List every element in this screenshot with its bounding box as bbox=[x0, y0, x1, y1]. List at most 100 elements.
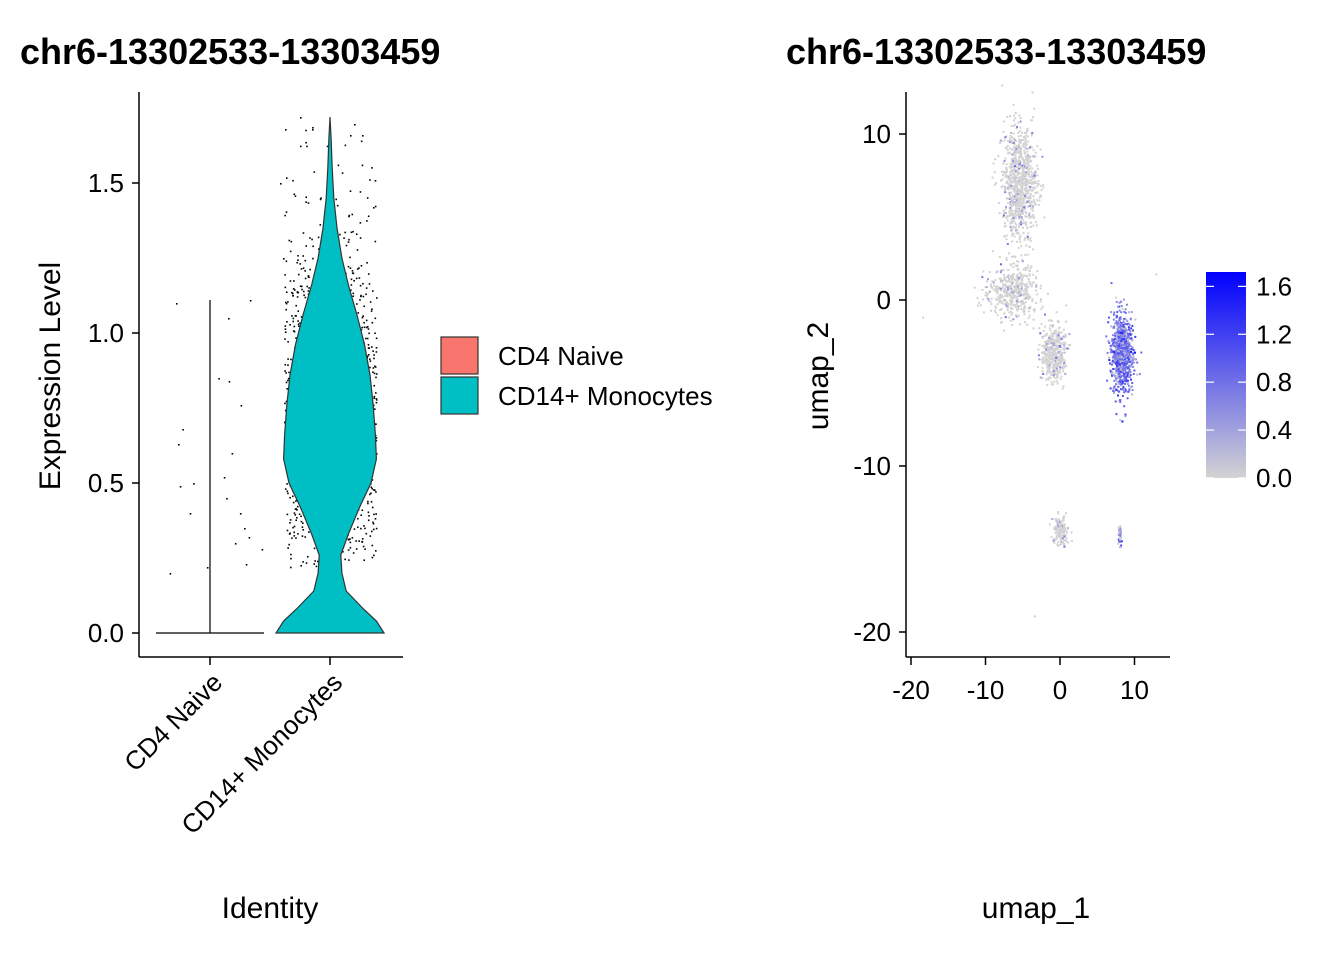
umap-point bbox=[1036, 293, 1039, 296]
umap-point bbox=[1056, 372, 1059, 375]
umap-point bbox=[1131, 346, 1134, 349]
umap-point bbox=[1022, 172, 1025, 175]
umap-point bbox=[1024, 142, 1027, 145]
umap-point bbox=[1109, 344, 1112, 347]
violin-point bbox=[367, 343, 370, 346]
umap-point bbox=[1047, 319, 1050, 322]
umap-point bbox=[1058, 369, 1061, 372]
umap-point bbox=[1120, 300, 1123, 303]
umap-point bbox=[1059, 378, 1062, 381]
umap-point bbox=[1002, 209, 1005, 212]
umap-point bbox=[1002, 299, 1005, 302]
umap-point bbox=[1111, 350, 1114, 353]
umap-point bbox=[1057, 532, 1060, 535]
umap-point bbox=[1038, 199, 1041, 202]
umap-point bbox=[1130, 337, 1133, 340]
umap-point bbox=[1020, 217, 1023, 220]
umap-point bbox=[1026, 153, 1029, 156]
violin-point bbox=[352, 230, 354, 233]
violin-point bbox=[363, 525, 365, 527]
violin-point bbox=[304, 259, 307, 262]
violin-point bbox=[292, 495, 294, 498]
umap-point bbox=[988, 271, 991, 274]
umap-point bbox=[1015, 231, 1018, 234]
umap-point bbox=[1123, 367, 1126, 370]
umap-point bbox=[1050, 345, 1053, 348]
violin-point bbox=[373, 207, 375, 209]
umap-point bbox=[1014, 151, 1017, 154]
umap-point bbox=[1009, 209, 1012, 212]
umap-point bbox=[1114, 372, 1117, 375]
umap-point bbox=[1016, 281, 1019, 283]
umap-point bbox=[1125, 332, 1128, 335]
umap-point bbox=[1017, 187, 1019, 190]
umap-point bbox=[1046, 362, 1049, 365]
umap-point bbox=[1129, 374, 1132, 376]
umap-point bbox=[1124, 363, 1127, 366]
violin-point bbox=[289, 324, 291, 326]
umap-point bbox=[1029, 225, 1032, 228]
y-tick-label: 1.5 bbox=[88, 168, 124, 198]
umap-point bbox=[1020, 198, 1023, 201]
umap-point bbox=[1028, 185, 1031, 188]
umap-point bbox=[1056, 370, 1059, 373]
umap-point bbox=[1026, 323, 1029, 326]
violin-point bbox=[360, 264, 363, 267]
umap-point bbox=[1053, 357, 1056, 360]
legend-key bbox=[440, 336, 479, 375]
violin-point bbox=[375, 423, 377, 426]
umap-point bbox=[1022, 170, 1025, 173]
umap-point bbox=[1033, 615, 1036, 618]
umap-point bbox=[1032, 189, 1035, 192]
umap-point bbox=[1022, 231, 1025, 234]
violin-point bbox=[179, 486, 182, 488]
umap-point bbox=[1068, 333, 1071, 336]
umap-point bbox=[1123, 335, 1126, 338]
umap-point bbox=[984, 294, 987, 297]
violin-point bbox=[286, 483, 288, 485]
umap-point bbox=[1063, 542, 1066, 545]
violin-point bbox=[349, 256, 351, 259]
umap-point bbox=[1044, 325, 1047, 328]
umap-point bbox=[1109, 369, 1112, 372]
violin-point bbox=[298, 325, 300, 327]
violin-point bbox=[368, 515, 370, 517]
umap-point bbox=[1019, 288, 1022, 290]
violin-point bbox=[350, 289, 352, 292]
violin-point bbox=[373, 397, 376, 399]
umap-point bbox=[1053, 367, 1056, 370]
umap-point bbox=[1118, 375, 1121, 378]
umap-point bbox=[1059, 342, 1062, 345]
umap-point bbox=[1041, 344, 1044, 347]
violin-point bbox=[358, 540, 360, 542]
umap-point bbox=[1004, 279, 1007, 282]
umap-point bbox=[998, 301, 1001, 304]
umap-point bbox=[1126, 374, 1129, 377]
umap-point bbox=[1025, 165, 1028, 168]
violin-point bbox=[375, 376, 377, 379]
umap-point bbox=[982, 270, 985, 273]
umap-point bbox=[1067, 541, 1070, 544]
umap-point bbox=[1122, 321, 1125, 324]
umap-point bbox=[1055, 353, 1058, 356]
violin-point bbox=[349, 547, 352, 549]
umap-point bbox=[1155, 273, 1158, 276]
umap-point bbox=[1055, 338, 1058, 341]
umap-point bbox=[1017, 214, 1020, 217]
umap-point bbox=[1056, 347, 1059, 349]
umap-point bbox=[1024, 266, 1027, 269]
umap-point bbox=[1027, 253, 1030, 256]
umap-point bbox=[1008, 215, 1011, 217]
umap-point bbox=[1024, 301, 1027, 304]
umap-point bbox=[1134, 358, 1137, 361]
umap-point bbox=[1049, 324, 1052, 327]
umap-point bbox=[1125, 343, 1128, 346]
umap-point bbox=[1021, 209, 1024, 212]
violin-point bbox=[347, 241, 350, 243]
umap-point bbox=[1025, 157, 1028, 160]
violin-point bbox=[293, 531, 296, 534]
umap-point bbox=[1013, 278, 1016, 281]
violin-point bbox=[294, 514, 297, 516]
umap-point bbox=[1013, 190, 1016, 193]
umap-point bbox=[1023, 274, 1026, 277]
